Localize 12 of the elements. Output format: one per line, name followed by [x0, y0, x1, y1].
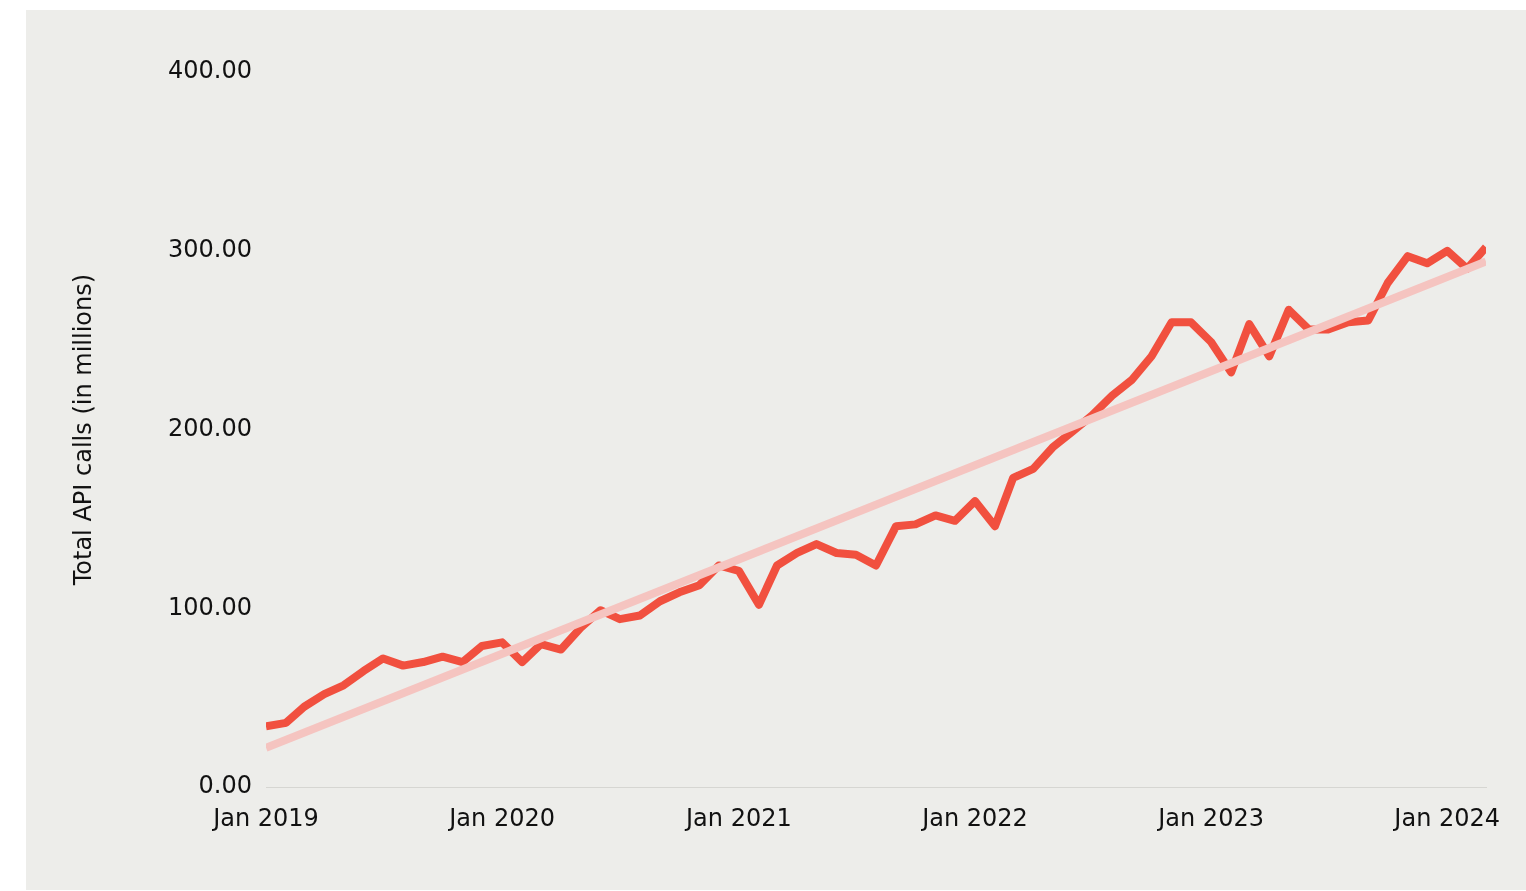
y-tick-label: 300.00	[168, 235, 252, 264]
x-tick-label: Jan 2019	[211, 803, 319, 832]
y-tick-label: 200.00	[168, 413, 252, 442]
x-tick-label: Jan 2022	[920, 803, 1028, 832]
x-tick-label: Jan 2024	[1392, 803, 1501, 832]
y-tick-label: 100.00	[168, 592, 252, 621]
x-tick-label: Jan 2020	[447, 803, 555, 832]
x-tick-label: Jan 2021	[684, 803, 792, 832]
y-tick-label: 0.00	[198, 771, 252, 800]
y-axis-title: Total API calls (in millions)	[68, 273, 97, 587]
x-tick-label: Jan 2023	[1156, 803, 1264, 832]
y-tick-label: 400.00	[168, 56, 252, 85]
